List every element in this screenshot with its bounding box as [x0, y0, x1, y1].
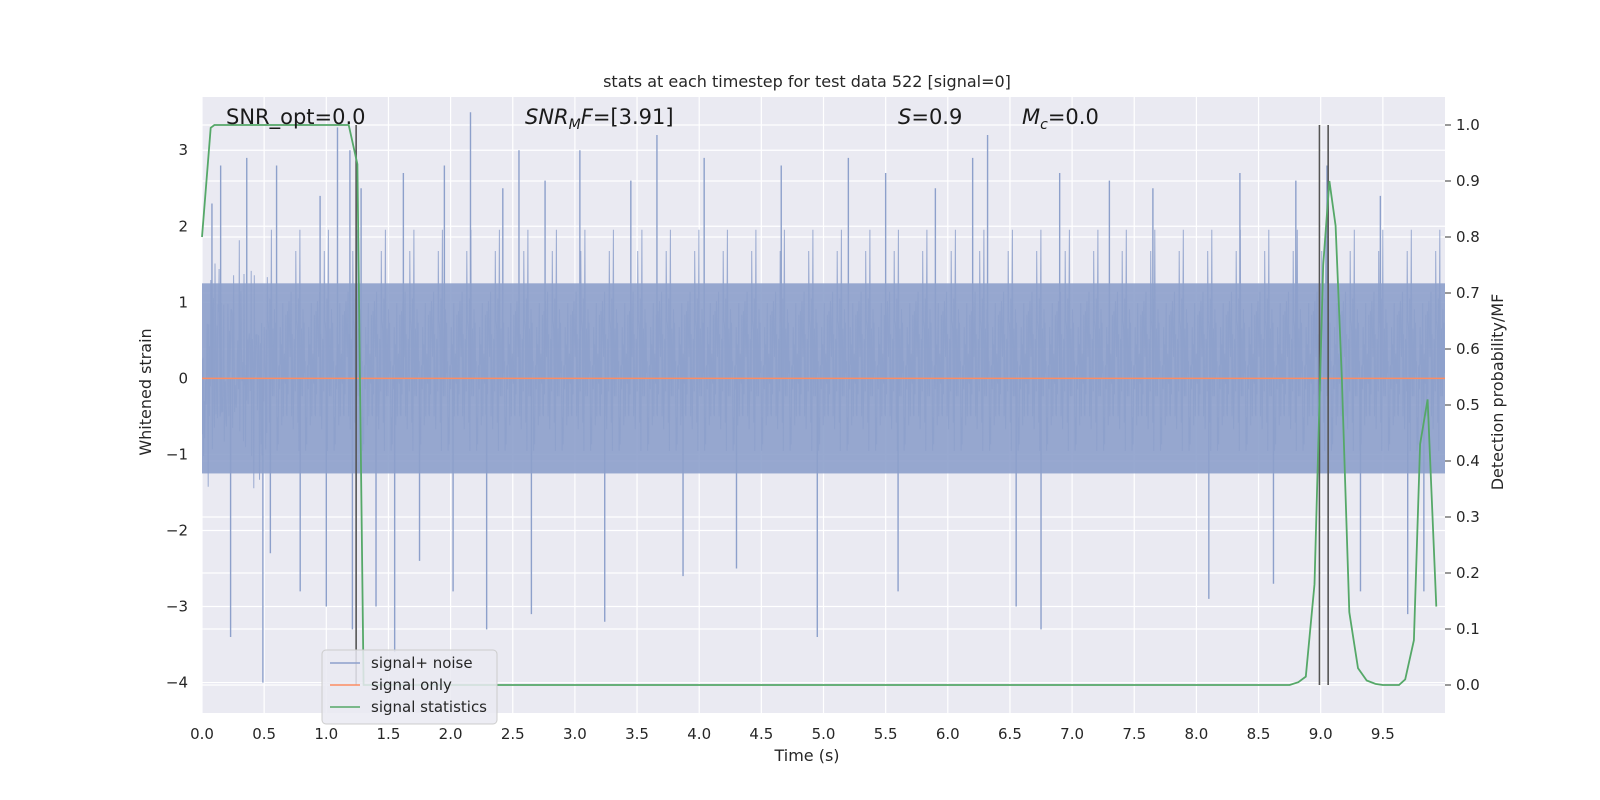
y2-tick-label: 1.0	[1456, 116, 1480, 134]
x-tick-label: 8.5	[1247, 725, 1271, 743]
x-tick-label: 9.5	[1371, 725, 1395, 743]
x-tick-label: 2.5	[501, 725, 525, 743]
x-tick-label: 0.5	[252, 725, 276, 743]
y2-tick-label: 0.4	[1456, 452, 1480, 470]
series-signal-statistics	[201, 124, 1438, 686]
legend-label: signal only	[371, 676, 452, 694]
legend-label: signal statistics	[371, 698, 487, 716]
y2-axis-label: Detection probability/MF	[1488, 294, 1507, 491]
x-tick-label: 5.5	[874, 725, 898, 743]
x-tick-label: 6.5	[998, 725, 1022, 743]
x-tick-label: 0.0	[190, 725, 214, 743]
y-tick-label: 3	[178, 141, 188, 159]
y-tick-label: −4	[166, 674, 188, 692]
x-tick-label: 1.5	[377, 725, 401, 743]
y-tick-label: 2	[178, 217, 188, 235]
x-axis-label: Time (s)	[773, 746, 839, 765]
y-tick-label: −2	[166, 521, 188, 539]
x-tick-label: 3.0	[563, 725, 587, 743]
x-tick-label: 6.0	[936, 725, 960, 743]
x-tick-label: 4.5	[749, 725, 773, 743]
y-tick-label: 0	[178, 369, 188, 387]
y2-tick-label: 0.0	[1456, 676, 1480, 694]
y2-tick-label: 0.1	[1456, 620, 1480, 638]
x-tick-label: 5.0	[812, 725, 836, 743]
legend-box	[321, 649, 498, 725]
annotation-mc: Mc=0.0	[1022, 105, 1099, 133]
x-tick-label: 7.5	[1122, 725, 1146, 743]
y2-tick-label: 0.6	[1456, 340, 1480, 358]
x-tick-label: 1.0	[314, 725, 338, 743]
y2-tick-label: 0.2	[1456, 564, 1480, 582]
y-tick-label: −1	[166, 445, 188, 463]
x-tick-label: 9.0	[1309, 725, 1333, 743]
y2-tick-label: 0.8	[1456, 228, 1480, 246]
annotation-s: S=0.9	[898, 105, 962, 129]
noise-trace	[202, 229, 1445, 489]
y2-tick-label: 0.9	[1456, 172, 1480, 190]
x-tick-label: 2.0	[439, 725, 463, 743]
y-tick-label: −3	[166, 598, 188, 616]
annotation-snr-opt: SNR_opt=0.0	[226, 105, 366, 130]
x-tick-label: 3.5	[625, 725, 649, 743]
y2-tick-label: 0.5	[1456, 396, 1480, 414]
y2-tick-label: 0.3	[1456, 508, 1480, 526]
legend-label: signal+ noise	[371, 654, 473, 672]
x-tick-label: 4.0	[687, 725, 711, 743]
chart-title: stats at each timestep for test data 522…	[603, 72, 1011, 91]
annotation-snr-mf: SNRMF=[3.91]	[525, 105, 674, 133]
y-tick-label: 1	[178, 293, 188, 311]
y2-tick-label: 0.7	[1456, 284, 1480, 302]
x-tick-label: 7.0	[1060, 725, 1084, 743]
legend: signal+ noise signal only signal statistic…	[321, 649, 498, 725]
x-tick-label: 8.0	[1184, 725, 1208, 743]
y-axis-label: Whitened strain	[136, 328, 155, 455]
